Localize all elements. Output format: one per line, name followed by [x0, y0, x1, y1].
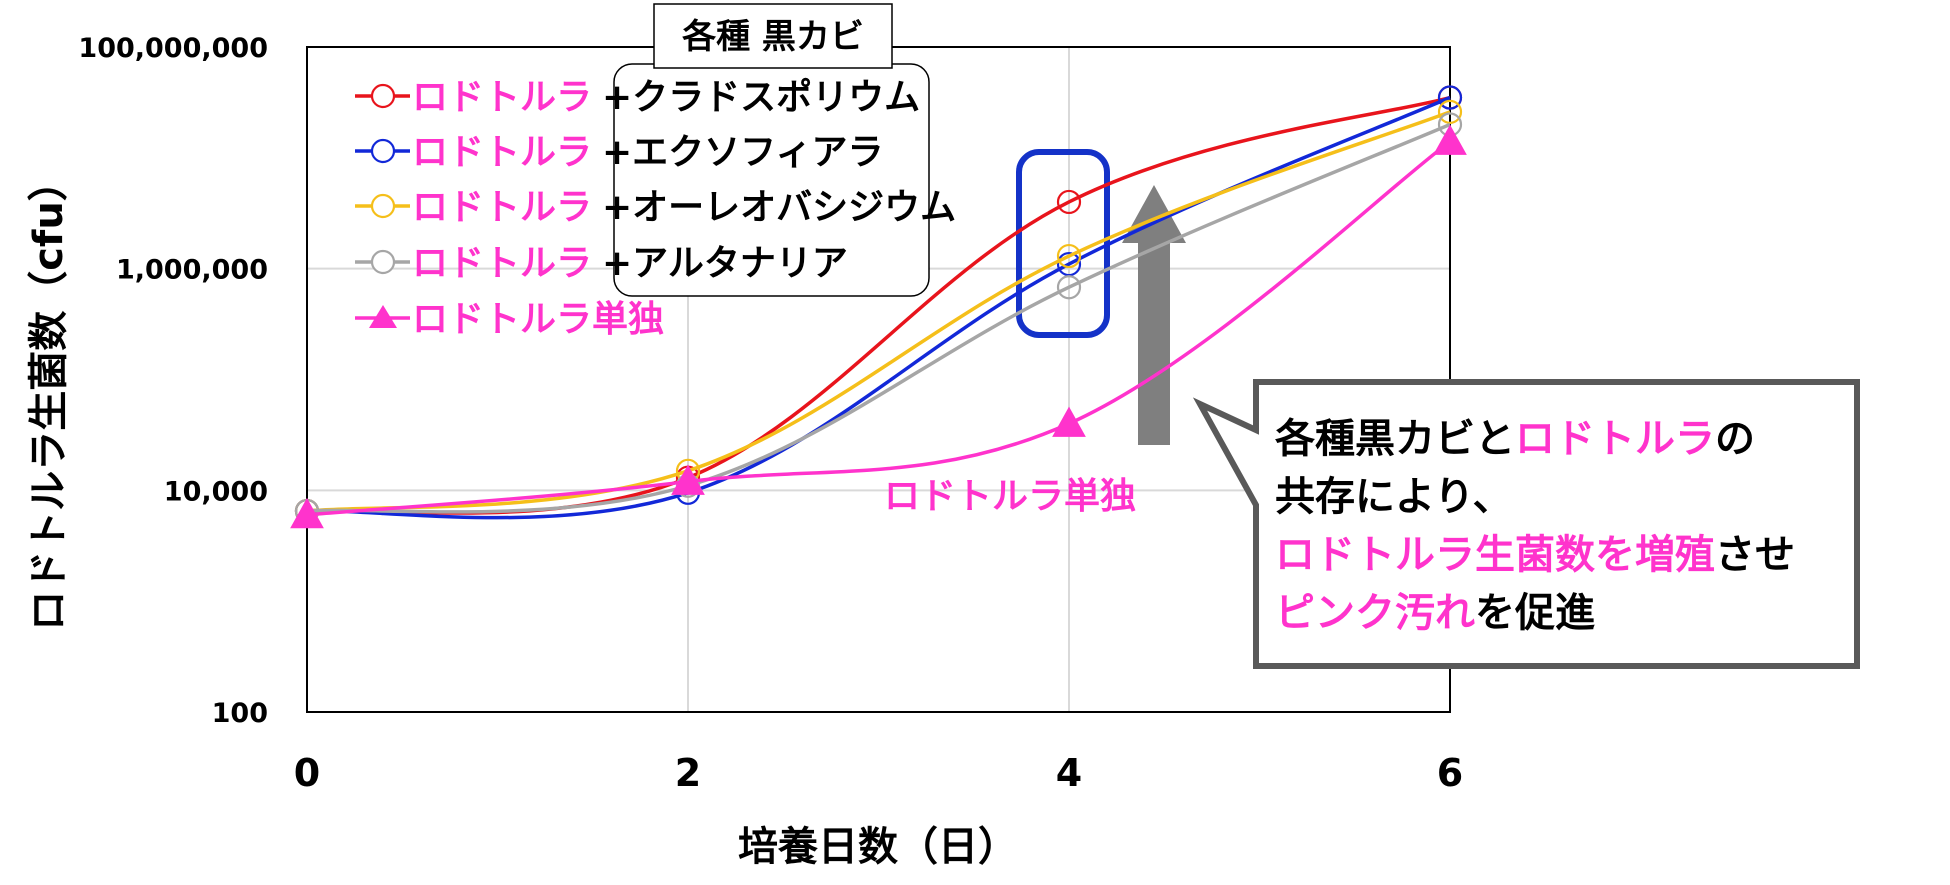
x-tick-label: 2 [675, 751, 701, 795]
series-line [306, 110, 1451, 513]
series-line [306, 122, 1451, 514]
data-point [1433, 124, 1467, 155]
data-point [1056, 189, 1082, 215]
callout-line: 各種黒カビとロドトルラの [1275, 416, 1755, 462]
series-5 [290, 124, 1467, 529]
y-axis-title: ロドトルラ生菌数（cfu） [26, 161, 72, 631]
legend-item: ロドトルラ +エクソフィアラ [355, 132, 883, 173]
data-point [1056, 275, 1082, 300]
legend-label: ロドトルラ +オーレオバシジウム [412, 187, 956, 228]
x-tick-labels: 0 2 4 6 [294, 751, 1463, 795]
legend-label: ロドトルラ単独 [412, 299, 664, 340]
alone-series-annotation: ロドトルラ単独 [884, 476, 1136, 517]
legend-item: ロドトルラ +アルタナリア [355, 243, 848, 284]
data-point [290, 497, 324, 529]
data-point [1056, 251, 1082, 277]
legend-marker [369, 305, 397, 328]
legend-marker [370, 249, 396, 275]
x-tick-label: 6 [1437, 751, 1463, 795]
legend-marker [370, 83, 396, 109]
legend-marker [370, 138, 396, 164]
x-tick-label: 0 [294, 751, 320, 795]
legend-label: ロドトルラ +アルタナリア [412, 243, 848, 284]
legend-label: ロドトルラ +エクソフィアラ [412, 132, 883, 173]
legend-title-box [653, 3, 893, 69]
callout-line: ロドトルラ生菌数を増殖させ [1275, 532, 1795, 578]
callout-line: 共存により、 [1275, 474, 1513, 520]
y-tick-label: 100,000,000 [78, 33, 268, 64]
callout-box [1192, 379, 1860, 669]
series-line [306, 95, 1451, 520]
up-arrow [1122, 185, 1186, 445]
y-tick-label: 100 [212, 698, 268, 729]
data-point [1437, 85, 1463, 110]
x-axis-title: 培養日数（日） [738, 824, 1018, 870]
legend-item: ロドトルラ +オーレオバシジウム [355, 187, 956, 228]
y-tick-label: 1,000,000 [116, 255, 268, 286]
legend-label: ロドトルラ +クラドスポリウム [412, 76, 920, 118]
callout-line: ピンク汚れを促進 [1275, 590, 1595, 636]
data-point [1052, 406, 1086, 437]
legend-title: 各種 黒カビ [682, 17, 864, 57]
data-point [671, 464, 705, 495]
data-point [1437, 99, 1463, 124]
series-line [306, 140, 1452, 517]
legend-marker [370, 193, 396, 219]
x-tick-label: 4 [1056, 751, 1082, 795]
legend-item: ロドトルラ +クラドスポリウム [355, 76, 920, 118]
data-point [1056, 243, 1082, 269]
y-tick-label: 10,000 [164, 476, 268, 507]
series-group [290, 85, 1467, 529]
y-tick-labels: 100 10,000 1,000,000 100,000,000 [78, 33, 268, 729]
legend-item: ロドトルラ単独 [355, 299, 664, 340]
